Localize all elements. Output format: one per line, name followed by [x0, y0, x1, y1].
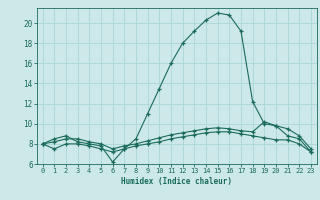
X-axis label: Humidex (Indice chaleur): Humidex (Indice chaleur) [121, 177, 232, 186]
